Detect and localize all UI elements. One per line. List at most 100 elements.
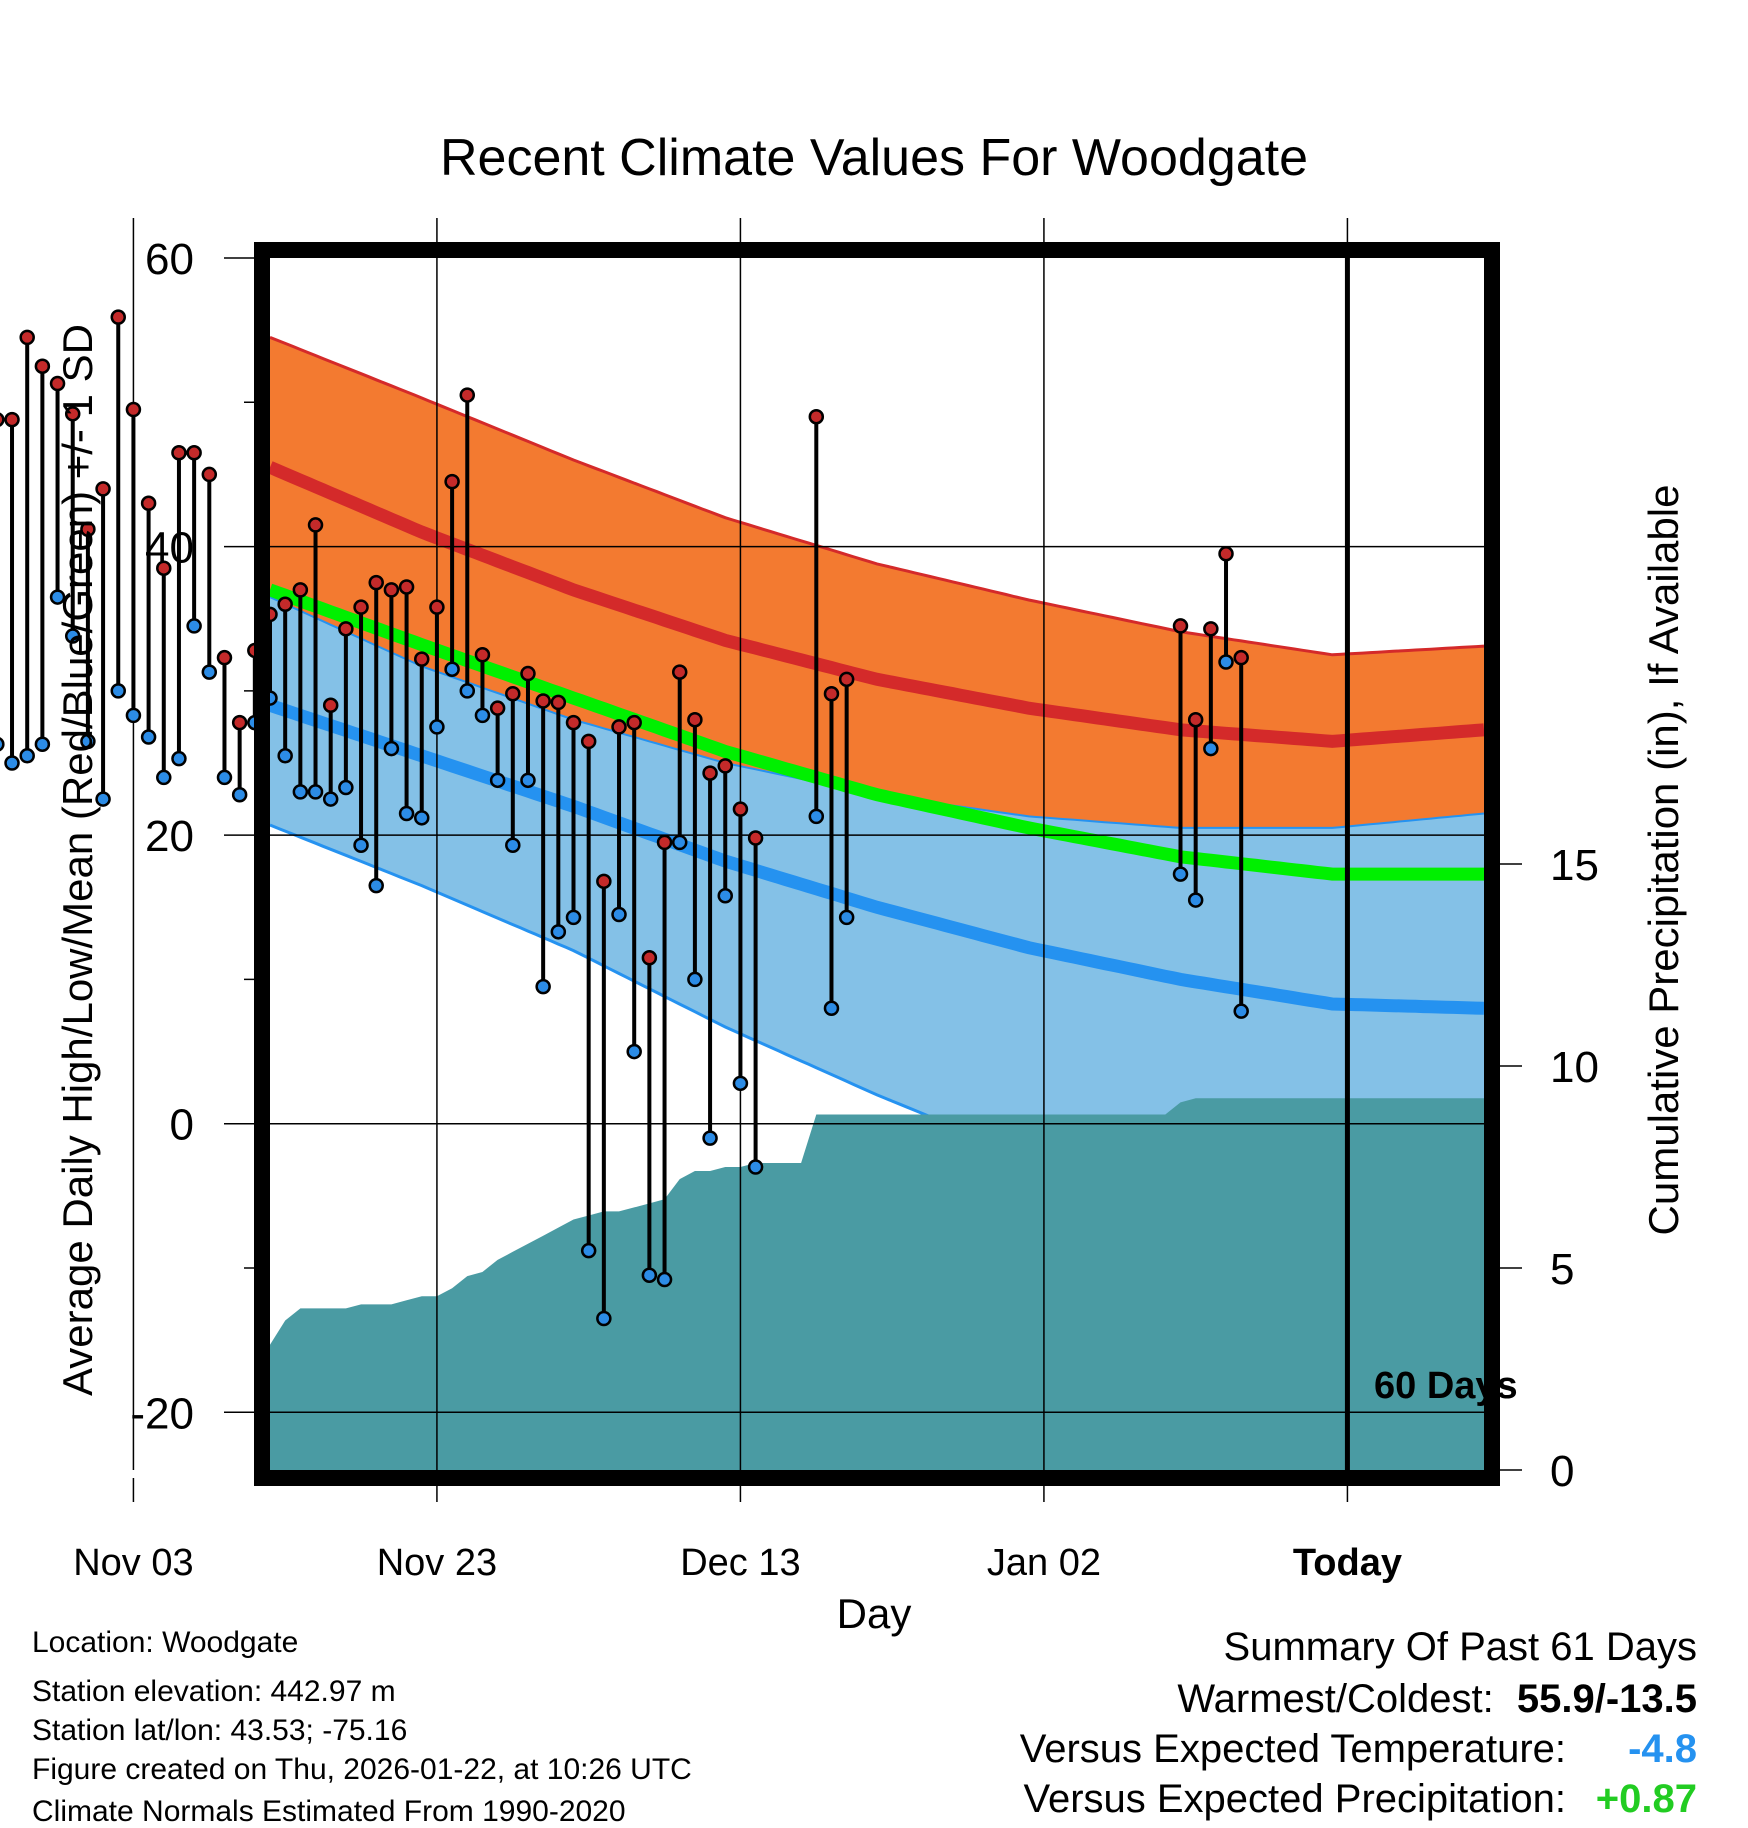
observed-low-point	[641, 1267, 658, 1283]
observed-low-point	[535, 978, 551, 995]
window-days-label: 60 Days	[1374, 1365, 1518, 1407]
observed-low-point	[368, 877, 384, 894]
observed-high-point	[277, 596, 293, 613]
observed-high-point	[732, 801, 749, 817]
observed-low-point	[1218, 654, 1234, 670]
observed-high-point	[611, 719, 627, 735]
observed-low-point	[171, 750, 187, 767]
chart-title: Recent Climate Values For Woodgate	[440, 129, 1308, 187]
observed-high-point	[702, 765, 718, 781]
observed-low-point	[125, 707, 142, 724]
observed-low-point	[1233, 1003, 1249, 1019]
summary-temp-value: -4.8	[1628, 1727, 1697, 1771]
observed-high-point	[338, 621, 354, 637]
y2-tick-label: 10	[1550, 1043, 1599, 1092]
observed-high-point	[565, 714, 582, 731]
info-latlon: Station lat/lon: 43.53; -75.16	[32, 1714, 407, 1747]
axis-layer: 60 40 20 0 -20 15 10 5 0 Nov 03 Nov 23 Dec 13 Jan 02…	[73, 235, 1599, 1584]
observed-high-point	[368, 574, 384, 591]
observed-high-point	[322, 697, 339, 714]
observed-low-point	[110, 683, 126, 699]
observed-low-point	[80, 733, 96, 750]
observed-low-point	[808, 808, 825, 825]
observed-low-point	[49, 589, 66, 605]
observed-high-point	[474, 647, 491, 663]
observed-high-point	[808, 408, 825, 425]
observed-high-point	[231, 714, 248, 731]
observed-high-point	[1172, 618, 1189, 634]
observed-high-point	[505, 685, 521, 702]
x-tick-label: Dec 13	[680, 1542, 800, 1584]
observed-low-point	[1203, 740, 1219, 757]
observed-high-point	[95, 481, 111, 497]
summary-extremes-value: 55.9/-13.5	[1517, 1677, 1697, 1721]
observed-high-point	[687, 711, 703, 728]
observed-high-point	[383, 582, 400, 598]
precip-area	[270, 1098, 1484, 1470]
observed-low-point	[474, 707, 491, 724]
observed-high-point	[747, 830, 764, 846]
observed-high-point	[292, 582, 309, 598]
observed-low-point	[520, 772, 536, 789]
observed-low-point	[231, 786, 248, 803]
observed-high-point	[1203, 621, 1219, 637]
observed-low-point	[671, 834, 688, 851]
observed-high-point	[717, 758, 733, 774]
observed-low-point	[0, 737, 5, 752]
observed-low-point	[580, 1242, 597, 1259]
observed-low-point	[34, 736, 51, 752]
observed-high-point	[641, 950, 658, 966]
observed-high-point	[838, 671, 855, 688]
observed-low-point	[505, 837, 521, 853]
observed-high-point	[398, 579, 415, 595]
observed-low-point	[277, 748, 293, 764]
observed-high-point	[80, 521, 96, 538]
observed-low-point	[292, 784, 309, 800]
observed-low-point	[611, 906, 627, 923]
observed-high-point	[596, 873, 612, 890]
observed-low-point	[702, 1130, 718, 1146]
observed-high-point	[626, 714, 642, 731]
observed-low-point	[1172, 866, 1189, 882]
info-created: Figure created on Thu, 2026-01-22, at 10…	[32, 1753, 692, 1786]
y-tick-label: 0	[170, 1101, 194, 1150]
observed-high-point	[580, 733, 597, 750]
observed-high-point	[49, 375, 66, 392]
observed-high-point	[4, 411, 20, 428]
observed-low-point	[414, 810, 430, 826]
observed-low-point	[307, 784, 324, 800]
summary-precip-label: Versus Expected Precipitation:	[1023, 1777, 1566, 1821]
observed-high-point	[307, 517, 324, 533]
observed-high-point	[201, 466, 218, 483]
summary-heading: Summary Of Past 61 Days	[1224, 1625, 1697, 1669]
observed-high-point	[1187, 711, 1204, 728]
observed-high-point	[429, 599, 445, 615]
observed-low-point	[156, 769, 172, 786]
x-tick-label: Nov 23	[377, 1542, 497, 1584]
observed-high-point	[535, 693, 551, 709]
observed-high-point	[489, 700, 506, 716]
observed-low-point	[823, 1000, 840, 1017]
normal-low-line	[270, 699, 1484, 1015]
observed-high-point	[414, 651, 430, 667]
station-info: Location: Woodgate Station elevation: 44…	[32, 1626, 692, 1828]
observed-low-point	[322, 791, 339, 807]
observed-low-point	[4, 755, 20, 771]
y-tick-label: 40	[145, 524, 194, 573]
observed-high-point	[459, 387, 476, 403]
observed-high-point	[110, 309, 126, 325]
observed-low-point	[338, 779, 354, 796]
observed-high-point	[0, 412, 5, 427]
y-tick-label: 60	[145, 235, 194, 284]
summary-precip-value: +0.87	[1596, 1777, 1697, 1821]
observed-high-point	[550, 694, 567, 711]
observed-high-point	[34, 358, 51, 374]
observed-low-point	[489, 772, 506, 789]
observed-high-point	[671, 664, 688, 680]
normal-high-line	[270, 461, 1484, 748]
observed-low-point	[95, 791, 111, 807]
observed-high-point	[1233, 649, 1249, 666]
data-layer	[270, 336, 1484, 1470]
x-axis-label: Day	[837, 1590, 912, 1637]
